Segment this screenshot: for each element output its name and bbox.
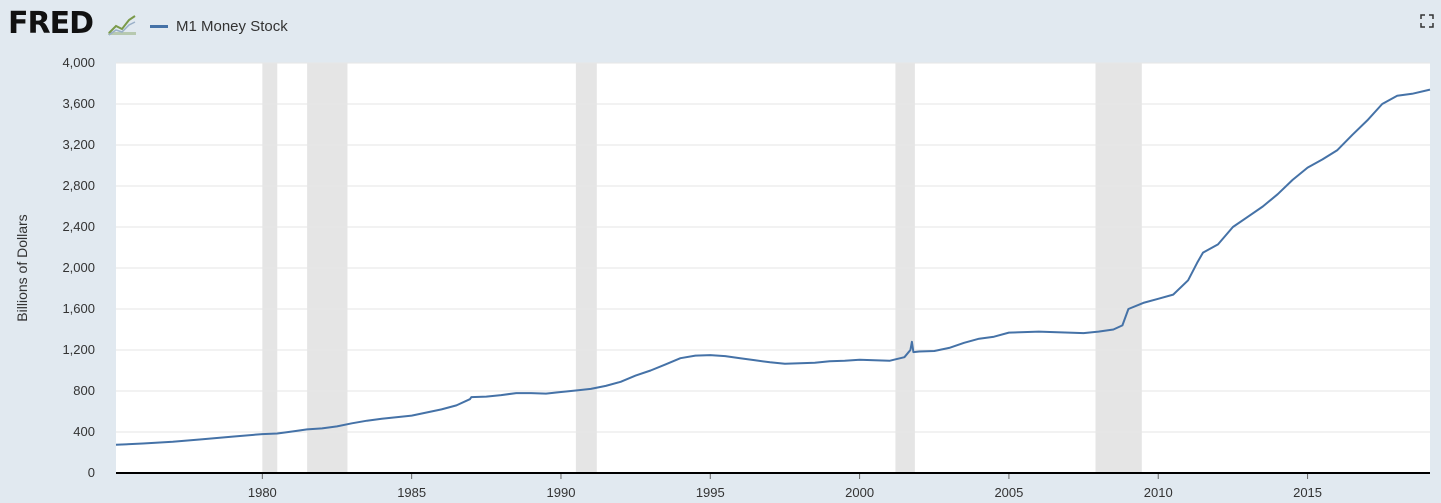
fred-logo[interactable]: FRED	[8, 6, 94, 41]
x-tick-label: 1985	[397, 485, 426, 500]
y-tick-label: 400	[73, 424, 95, 439]
y-axis-ticks: 0 400 800 1,200 1,600 2,000 2,400 2,800 3,200 3,6…	[62, 55, 95, 480]
x-tick-label: 1990	[547, 485, 576, 500]
x-tick-label: 2005	[994, 485, 1023, 500]
y-tick-label: 0	[88, 465, 95, 480]
y-tick-label: 2,800	[62, 178, 95, 193]
legend[interactable]: M1 Money Stock	[150, 16, 288, 36]
y-axis-label: Billions of Dollars	[14, 214, 30, 321]
fullscreen-icon[interactable]	[1420, 14, 1434, 28]
y-tick-label: 2,000	[62, 260, 95, 275]
y-tick-label: 3,600	[62, 96, 95, 111]
x-axis-ticks: 1980 1985 1990 1995 2000 2005 2010 2015	[248, 473, 1322, 500]
x-tick-label: 1980	[248, 485, 277, 500]
y-tick-label: 3,200	[62, 137, 95, 152]
legend-swatch	[150, 24, 168, 28]
trend-graph-icon	[108, 15, 136, 36]
x-tick-label: 2010	[1144, 485, 1173, 500]
y-tick-label: 1,600	[62, 301, 95, 316]
y-tick-label: 1,200	[62, 342, 95, 357]
y-tick-label: 2,400	[62, 219, 95, 234]
x-tick-label: 1995	[696, 485, 725, 500]
series-line-m1-money-stock[interactable]	[115, 88, 1431, 446]
legend-label: M1 Money Stock	[176, 17, 288, 35]
gridlines	[116, 62, 1430, 433]
y-tick-label: 4,000	[62, 55, 95, 70]
y-tick-label: 800	[73, 383, 95, 398]
x-tick-label: 2000	[845, 485, 874, 500]
x-tick-label: 2015	[1293, 485, 1322, 500]
chart-header: FRED M1 Money Stock	[0, 0, 1441, 52]
